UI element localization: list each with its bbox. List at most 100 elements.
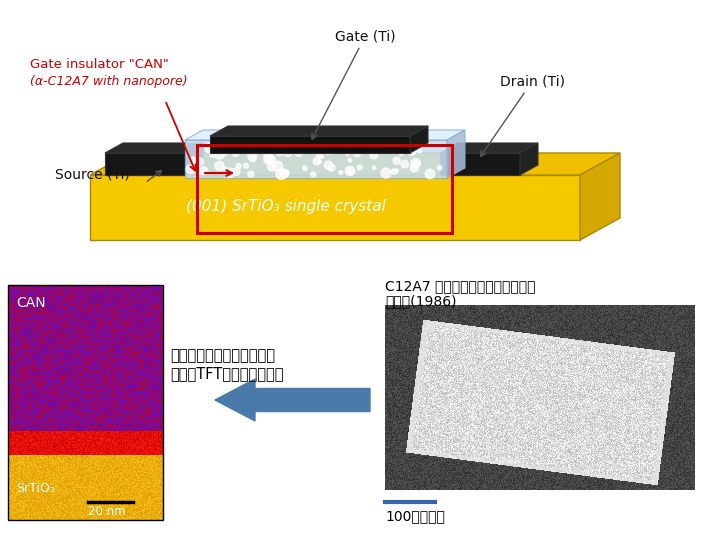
Circle shape	[262, 142, 271, 150]
Circle shape	[246, 141, 256, 151]
Circle shape	[349, 144, 357, 153]
Circle shape	[302, 166, 307, 171]
Circle shape	[320, 155, 323, 158]
Text: C12A7 ガラスの加熱にポアの発生: C12A7 ガラスの加熱にポアの発生	[385, 279, 535, 293]
Circle shape	[222, 149, 227, 155]
Polygon shape	[580, 153, 620, 240]
Circle shape	[324, 161, 332, 169]
Polygon shape	[185, 140, 447, 178]
Text: Drain (Ti): Drain (Ti)	[481, 74, 565, 156]
Polygon shape	[210, 126, 428, 136]
Circle shape	[258, 140, 266, 148]
Circle shape	[280, 169, 288, 178]
Circle shape	[195, 158, 204, 166]
Text: ナノの孔に水の閉じ込めた: ナノの孔に水の閉じ込めた	[170, 348, 275, 363]
Circle shape	[357, 165, 362, 170]
Circle shape	[425, 169, 435, 179]
Circle shape	[399, 151, 403, 156]
Text: 100ミクロン: 100ミクロン	[385, 509, 445, 523]
Circle shape	[415, 160, 420, 166]
Circle shape	[223, 167, 226, 171]
Circle shape	[214, 149, 225, 159]
Circle shape	[186, 165, 195, 173]
Circle shape	[212, 140, 220, 148]
Circle shape	[364, 138, 374, 149]
Circle shape	[348, 158, 351, 162]
Circle shape	[381, 168, 391, 178]
Circle shape	[328, 164, 335, 171]
Circle shape	[393, 157, 400, 164]
Circle shape	[283, 147, 293, 157]
Circle shape	[275, 142, 285, 151]
Circle shape	[346, 152, 349, 155]
Circle shape	[236, 142, 241, 147]
Bar	[8, 285, 163, 520]
Circle shape	[314, 142, 320, 147]
Circle shape	[410, 164, 418, 172]
Circle shape	[398, 148, 403, 152]
Circle shape	[276, 148, 283, 156]
Circle shape	[225, 168, 235, 178]
Text: の発見(1986): の発見(1986)	[385, 294, 457, 308]
Circle shape	[317, 154, 321, 159]
Circle shape	[313, 158, 320, 165]
Polygon shape	[105, 153, 185, 175]
Polygon shape	[520, 143, 538, 175]
Circle shape	[342, 147, 345, 150]
Circle shape	[401, 160, 408, 168]
Circle shape	[395, 169, 398, 172]
Circle shape	[354, 149, 361, 157]
Circle shape	[267, 155, 275, 164]
Circle shape	[408, 147, 416, 155]
Text: SrTiO₃: SrTiO₃	[16, 482, 55, 495]
Polygon shape	[410, 126, 428, 153]
Circle shape	[244, 143, 250, 148]
Circle shape	[191, 157, 196, 162]
Bar	[197, 145, 452, 233]
Circle shape	[311, 172, 316, 177]
Circle shape	[370, 151, 378, 159]
Circle shape	[263, 154, 274, 164]
Circle shape	[391, 169, 397, 174]
Circle shape	[236, 164, 241, 169]
Circle shape	[233, 168, 240, 175]
Circle shape	[356, 141, 360, 146]
Circle shape	[244, 163, 248, 168]
Circle shape	[250, 156, 256, 162]
Text: Source (Ti): Source (Ti)	[55, 167, 130, 181]
Circle shape	[268, 163, 275, 171]
Circle shape	[417, 149, 422, 153]
Circle shape	[193, 162, 197, 166]
Circle shape	[276, 169, 287, 179]
Text: Gate (Ti): Gate (Ti)	[312, 29, 395, 139]
Circle shape	[341, 141, 345, 145]
Polygon shape	[210, 136, 410, 153]
Circle shape	[322, 143, 333, 154]
Circle shape	[195, 170, 200, 174]
Circle shape	[297, 143, 305, 150]
Circle shape	[205, 143, 215, 153]
Polygon shape	[185, 143, 203, 175]
Circle shape	[232, 149, 239, 156]
Circle shape	[271, 141, 281, 152]
Polygon shape	[90, 175, 580, 240]
Circle shape	[263, 149, 273, 158]
Circle shape	[437, 165, 442, 170]
Circle shape	[248, 151, 257, 160]
Circle shape	[348, 168, 354, 175]
Text: (001) SrTiO₃ single crystal: (001) SrTiO₃ single crystal	[186, 198, 386, 213]
Circle shape	[200, 167, 207, 174]
Polygon shape	[185, 130, 465, 140]
Circle shape	[411, 158, 420, 168]
Circle shape	[273, 161, 283, 171]
Circle shape	[339, 146, 343, 150]
Circle shape	[372, 166, 376, 170]
Polygon shape	[105, 143, 203, 153]
Text: 薄膜をTFTの絶縁膜に応用: 薄膜をTFTの絶縁膜に応用	[170, 366, 283, 381]
Text: (α-C12A7 with nanopore): (α-C12A7 with nanopore)	[30, 75, 187, 88]
Text: CAN: CAN	[16, 296, 45, 310]
FancyArrow shape	[215, 379, 370, 421]
Polygon shape	[440, 153, 520, 175]
Circle shape	[214, 147, 220, 154]
Circle shape	[285, 171, 289, 175]
